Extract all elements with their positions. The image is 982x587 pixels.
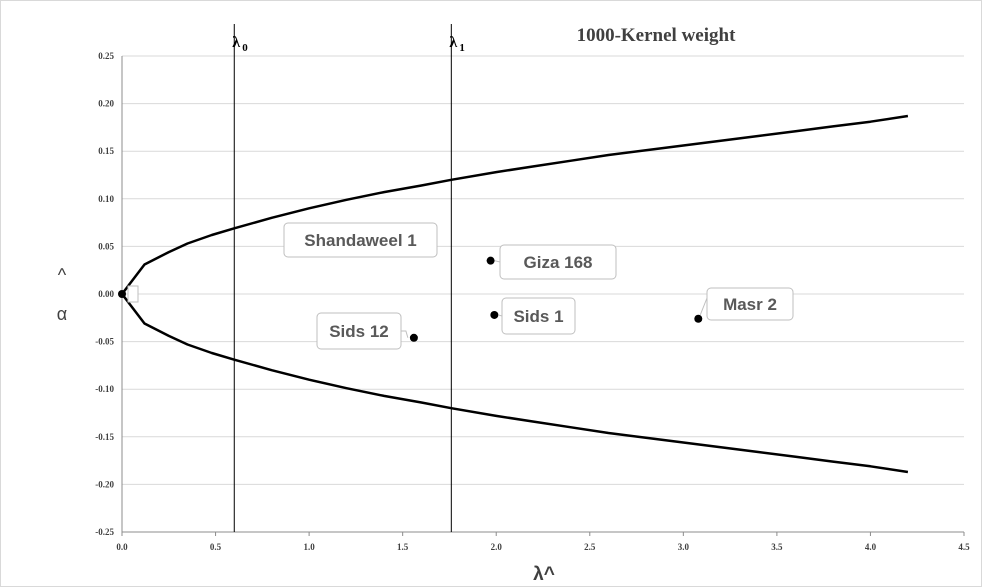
data-points (118, 256, 703, 342)
point-callouts: Shandaweel 1 Giza 168 Sids 1 Masr 2 Sids 12 (127, 222, 794, 350)
x-tick-label: 3.5 (771, 542, 783, 552)
boundary-curves (121, 114, 909, 474)
callout-box-shandaweel-1 (283, 222, 438, 258)
point-shandaweel-1 (118, 290, 126, 298)
y-tick-label: 0.10 (98, 194, 114, 204)
callout-box-masr-2 (706, 287, 794, 321)
x-tick-label: 0.0 (116, 542, 128, 552)
callout-label-masr-2: Masr 2 (723, 295, 777, 314)
callout-label-shandaweel-1: Shandaweel 1 (304, 231, 416, 250)
x-tick-labels: 0.0 0.5 1.0 1.5 2.0 2.5 3.0 3.5 4.0 4.5 (116, 532, 970, 552)
vertical-line-label-subscript: 1 (459, 42, 465, 54)
callout-box-giza-168 (499, 244, 617, 280)
y-tick-labels: 0.25 0.20 0.15 0.10 0.05 0.00 -0.05 -0.10 -0.15 -… (95, 51, 114, 537)
callout-leader-sids-12 (401, 330, 409, 338)
y-tick-label: 0.00 (98, 289, 114, 299)
callout-label-sids-1: Sids 1 (513, 307, 563, 326)
callout-leader-sids-1 (498, 314, 503, 317)
x-tick-label: 1.5 (397, 542, 409, 552)
callout-box-sids-1 (501, 297, 576, 335)
grid-lines (122, 55, 964, 533)
y-tick-label: -0.15 (95, 432, 114, 442)
y-tick-label: 0.15 (98, 146, 114, 156)
x-tick-label: 0.5 (210, 542, 222, 552)
y-tick-label: -0.05 (95, 337, 114, 347)
y-tick-label: 0.20 (98, 99, 114, 109)
callout-label-giza-168: Giza 168 (524, 253, 593, 272)
callout-box-sids-12 (316, 312, 402, 350)
y-tick-label: -0.20 (95, 479, 114, 489)
vertical-line-label: λ (232, 34, 240, 51)
upper-boundary-curve (121, 114, 909, 295)
y-tick-label: -0.10 (95, 384, 114, 394)
callout-label-sids-12: Sids 12 (329, 322, 389, 341)
callout-leader-masr-2 (699, 297, 708, 315)
x-tick-label: 4.0 (865, 542, 877, 552)
y-tick-label: 0.25 (98, 51, 114, 61)
origin-marker-box (127, 285, 139, 303)
point-sids-1 (490, 310, 499, 319)
y-axis-label: α (57, 304, 67, 324)
vertical-line-label: λ (449, 34, 457, 51)
callout-leader-giza-168 (494, 260, 501, 263)
point-masr-2 (694, 314, 703, 323)
x-tick-label: 2.5 (584, 542, 596, 552)
x-tick-label: 2.0 (491, 542, 503, 552)
x-tick-label: 1.0 (303, 542, 315, 552)
x-tick-label: 4.5 (958, 542, 970, 552)
y-tick-label: 0.05 (98, 241, 114, 251)
lower-boundary-curve (121, 293, 909, 474)
y-tick-label: -0.25 (95, 527, 114, 537)
point-sids-12 (409, 333, 418, 342)
x-tick-label: 3.0 (678, 542, 690, 552)
chart-title: 1000-Kernel weight (577, 25, 737, 46)
point-giza-168 (486, 256, 495, 265)
x-axis-label: λ^ (533, 564, 555, 585)
y-axis-hat: ^ (58, 265, 67, 285)
vertical-line-label-subscript: 0 (242, 42, 248, 54)
